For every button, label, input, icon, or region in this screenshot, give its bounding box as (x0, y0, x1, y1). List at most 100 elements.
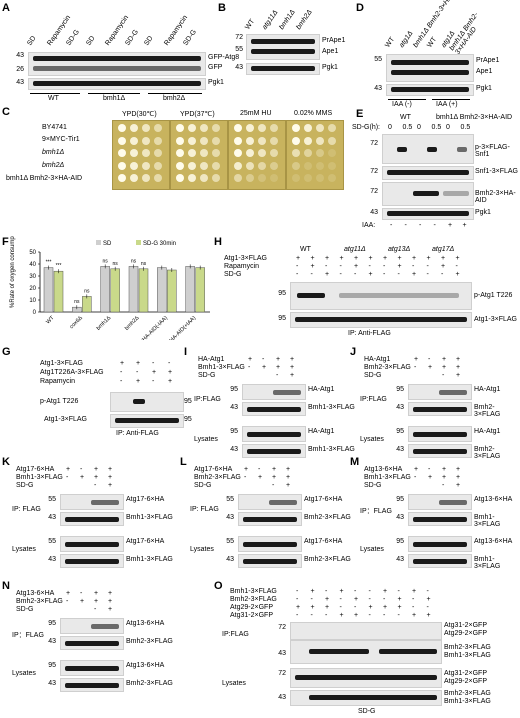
y-tick-label: 20 (29, 286, 36, 292)
y-tick-label: 0 (33, 310, 37, 316)
blot-atg1 (110, 414, 184, 428)
condition-mark: + (339, 255, 344, 262)
condition-mark: - (368, 612, 371, 619)
yeast-spot (142, 136, 150, 145)
yeast-spot (292, 149, 300, 157)
blot-atg1 (290, 312, 472, 328)
condition-mark: + (108, 482, 113, 489)
band-label: HA-Atg1 (474, 428, 501, 435)
condition-mark: - (383, 271, 386, 278)
condition-mark: + (441, 263, 446, 270)
band-label: Atg13-6×HA (474, 538, 513, 545)
yeast-spot (304, 161, 312, 170)
strain-label: BY4741 (42, 124, 67, 131)
band-label: Atg17-6×HA (126, 538, 165, 545)
legend-swatch (96, 240, 101, 245)
band-label: Snf1-3×FLAG (475, 168, 518, 175)
yeast-spot (188, 136, 196, 145)
row-label: Atg31-2×GFP (230, 612, 273, 619)
condition-mark: - (455, 263, 458, 270)
mw-marker: 43 (48, 680, 56, 687)
yeast-spot (258, 161, 266, 170)
condition-mark: - (442, 482, 445, 489)
condition-mark: + (412, 271, 417, 278)
panel-label: O (214, 580, 223, 592)
significance-label: *** (56, 263, 62, 269)
condition-mark: - (80, 590, 83, 597)
condition-mark: - (412, 604, 415, 611)
yeast-spot (304, 149, 312, 157)
mw-marker: 55 (374, 56, 382, 63)
condition-label: 25mM HU (240, 110, 272, 117)
row-label: SD-G (364, 372, 382, 379)
blot-3 (408, 554, 472, 568)
panel-label: D (356, 2, 364, 14)
condition-mark: - (339, 596, 342, 603)
condition-mark: + (152, 369, 157, 376)
condition-mark: + (296, 255, 301, 262)
condition-mark: + (442, 466, 447, 473)
band-label: Atg13-6×HA (126, 662, 165, 669)
row-label: Atg13-6×HA (364, 466, 403, 473)
condition-mark: + (168, 369, 173, 376)
lane-label: atg1Δ (398, 29, 415, 49)
condition-mark: + (325, 604, 330, 611)
row-label: Bmh2-3×FLAG (230, 596, 277, 603)
mw-marker: 72 (370, 168, 378, 175)
time-label: SD-G(h): (352, 124, 380, 131)
condition-mark: - (368, 263, 371, 270)
blot-ape1 (246, 34, 320, 60)
blot-p-snf1 (382, 134, 474, 164)
row-label: Bmh2-3×FLAG (194, 474, 241, 481)
band-label: GFP (208, 64, 223, 71)
yeast-spot (234, 149, 242, 157)
mw-marker: 43 (396, 556, 404, 563)
condition-mark: - (120, 378, 123, 385)
condition-mark: + (296, 604, 301, 611)
condition-mark: - (397, 612, 400, 619)
yeast-spot (154, 149, 162, 157)
yeast-spot (270, 174, 278, 182)
lane-label: SD-G (123, 28, 140, 47)
yeast-spot (234, 136, 242, 145)
yeast-spot (188, 149, 196, 157)
condition-mark: - (296, 612, 299, 619)
band-label: Pgk1 (322, 64, 338, 71)
band-label: Bmh1-3×FLAG (126, 514, 173, 521)
bar (195, 267, 205, 313)
lane-label: bmh1Δ (278, 8, 297, 31)
band-label: Bmh2-3×FLAG (126, 638, 173, 645)
panel-label: C (2, 106, 10, 118)
yeast-spot (270, 161, 278, 170)
lane-label: SD (143, 35, 155, 47)
mw-marker: 43 (16, 52, 24, 59)
condition-mark: + (456, 466, 461, 473)
panel-label: B (218, 2, 226, 14)
condition-mark: + (168, 378, 173, 385)
yeast-spot (328, 149, 336, 157)
condition-mark: + (442, 356, 447, 363)
significance-label: ns (141, 261, 147, 267)
condition-mark: - (354, 604, 357, 611)
condition-mark: - (426, 263, 429, 270)
group-label: WT (48, 95, 59, 102)
yeast-spot (200, 124, 208, 132)
condition-mark: + (290, 364, 295, 371)
condition-mark: + (354, 263, 359, 270)
row-label: Atg17-6×HA (194, 466, 233, 473)
band-label: HA-Atg1 (308, 428, 335, 435)
blot-0 (60, 618, 124, 634)
mw-marker: 43 (48, 556, 56, 563)
condition-mark: + (108, 590, 113, 597)
condition-mark: + (66, 466, 71, 473)
mw-marker: 43 (278, 650, 286, 657)
band-label: Bmh1-3×FLAG (444, 698, 491, 705)
condition-mark: + (354, 255, 359, 262)
condition-mark: + (108, 598, 113, 605)
condition-mark: - (414, 364, 417, 371)
mw-marker: 72 (278, 670, 286, 677)
condition-mark: - (339, 271, 342, 278)
condition-label: SD-G (358, 708, 376, 715)
condition-mark: - (296, 596, 299, 603)
condition-mark: - (272, 482, 275, 489)
